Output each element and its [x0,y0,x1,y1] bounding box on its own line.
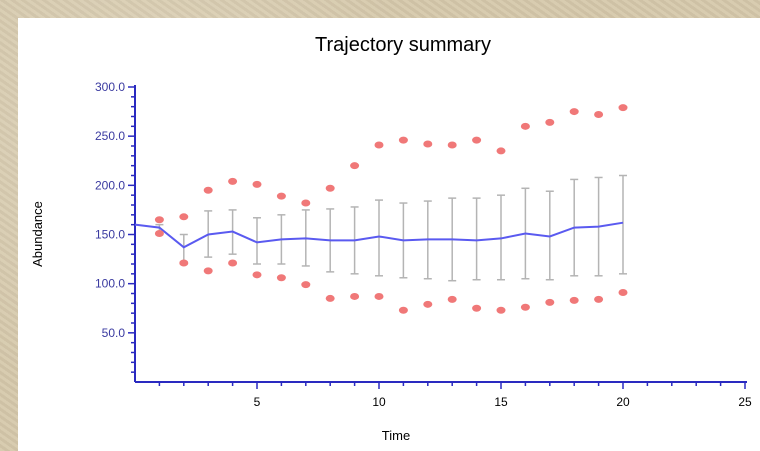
chart-title: Trajectory summary [315,34,491,56]
max-point [399,137,408,144]
min-point [619,289,628,296]
y-tick-label: 100.0 [95,277,125,291]
x-tick-label: 10 [372,395,386,409]
y-tick-label: 50.0 [102,326,126,340]
y-axis-label: Abundance [30,201,45,267]
min-point [545,299,554,306]
max-point [155,216,164,223]
max-point [350,162,359,169]
max-point [497,147,506,154]
y-tick-label: 200.0 [95,178,125,192]
trajectory-chart: Trajectory summary Time Abundance 5 10 15 2… [18,18,760,451]
min-point [253,271,262,278]
x-axis-label: Time [382,428,410,443]
max-point [179,213,188,220]
min-point [350,293,359,300]
min-point [448,296,457,303]
min-point [204,267,213,274]
min-point [570,297,579,304]
max-point [204,187,213,194]
min-point [423,301,432,308]
y-tick-label: 150.0 [95,228,125,242]
min-point [228,260,237,267]
max-point [594,111,603,118]
min-point [375,293,384,300]
max-point [277,193,286,200]
min-point [521,304,530,311]
max-point [253,181,262,188]
min-point [497,307,506,314]
x-tick-label: 20 [616,395,630,409]
y-tick-label: 300.0 [95,80,125,94]
max-point [375,142,384,149]
y-tick-label: 250.0 [95,129,125,143]
min-point [399,307,408,314]
max-point [228,178,237,185]
extreme-points [155,104,628,314]
min-point [179,260,188,267]
error-bars [155,176,627,281]
chart-panel: Trajectory summary Time Abundance 5 10 15 2… [18,18,760,451]
max-point [521,123,530,130]
max-point [545,119,554,126]
min-point [472,305,481,312]
max-point [570,108,579,115]
x-tick-label: 5 [254,395,261,409]
max-point [326,185,335,192]
x-tick-label: 15 [494,395,508,409]
x-tick-label: 25 [738,395,752,409]
min-point [277,274,286,281]
max-point [472,137,481,144]
max-point [448,142,457,149]
max-point [619,104,628,111]
axes: 5 10 15 20 25 50.0 100.0 150.0 200.0 250.0 300.0 [95,80,752,409]
min-point [326,295,335,302]
max-point [423,141,432,148]
min-point [594,296,603,303]
max-point [301,200,310,207]
min-point [155,230,164,237]
min-point [301,281,310,288]
